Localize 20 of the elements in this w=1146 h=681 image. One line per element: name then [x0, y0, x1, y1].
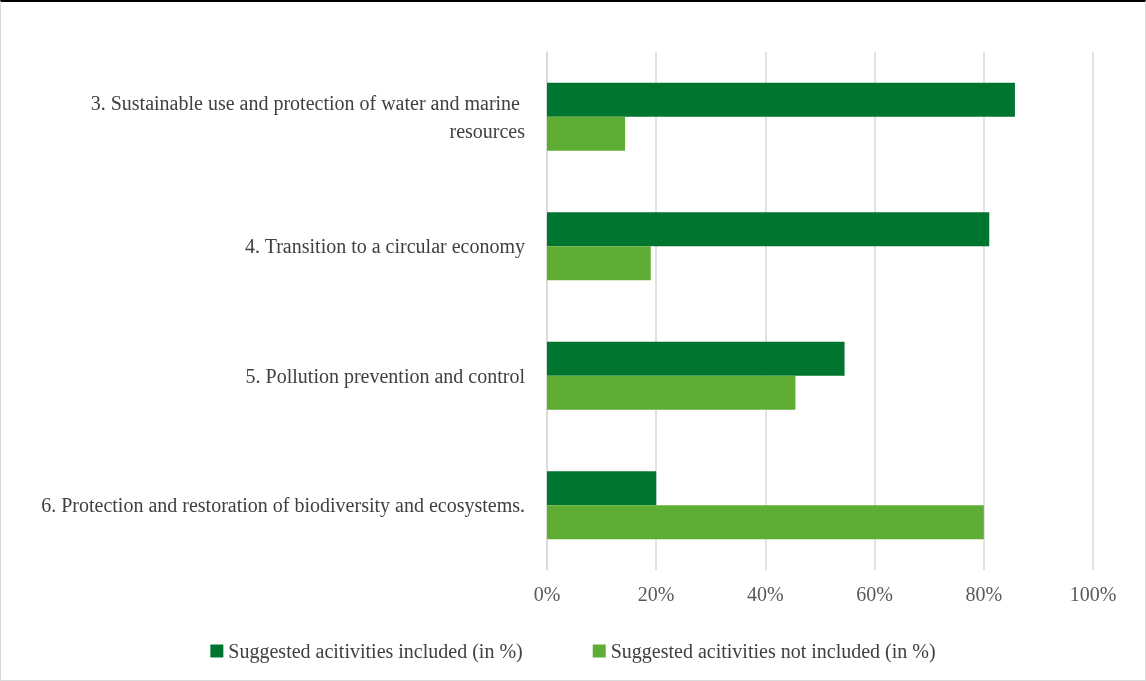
- y-tick-label: 5. Pollution prevention and control: [245, 364, 526, 388]
- bar: [547, 341, 845, 376]
- bar: [547, 82, 1015, 117]
- legend-label: Suggested acitivities included (in %): [228, 640, 523, 663]
- bar: [547, 505, 984, 540]
- bar: [547, 116, 626, 151]
- bar: [547, 246, 651, 281]
- x-tick-label: 100%: [1069, 583, 1117, 605]
- bar: [547, 471, 657, 506]
- x-tick-label: 20%: [637, 583, 675, 605]
- legend-label: Suggested acitivities not included (in %): [610, 640, 936, 663]
- bar: [547, 212, 990, 247]
- bar: [547, 375, 796, 410]
- y-tick-label: 4. Transition to a circular economy: [245, 235, 525, 259]
- x-tick-label: 80%: [965, 583, 1003, 605]
- x-tick-label: 0%: [533, 583, 561, 605]
- y-tick-label: 6. Protection and restoration of biodiversity and ecosystems.: [41, 494, 525, 518]
- y-tick-label: 3. Sustainable use and protection of water and marine resources: [90, 91, 526, 142]
- x-tick-label: 60%: [856, 583, 893, 605]
- x-tick-label: 40%: [747, 583, 784, 605]
